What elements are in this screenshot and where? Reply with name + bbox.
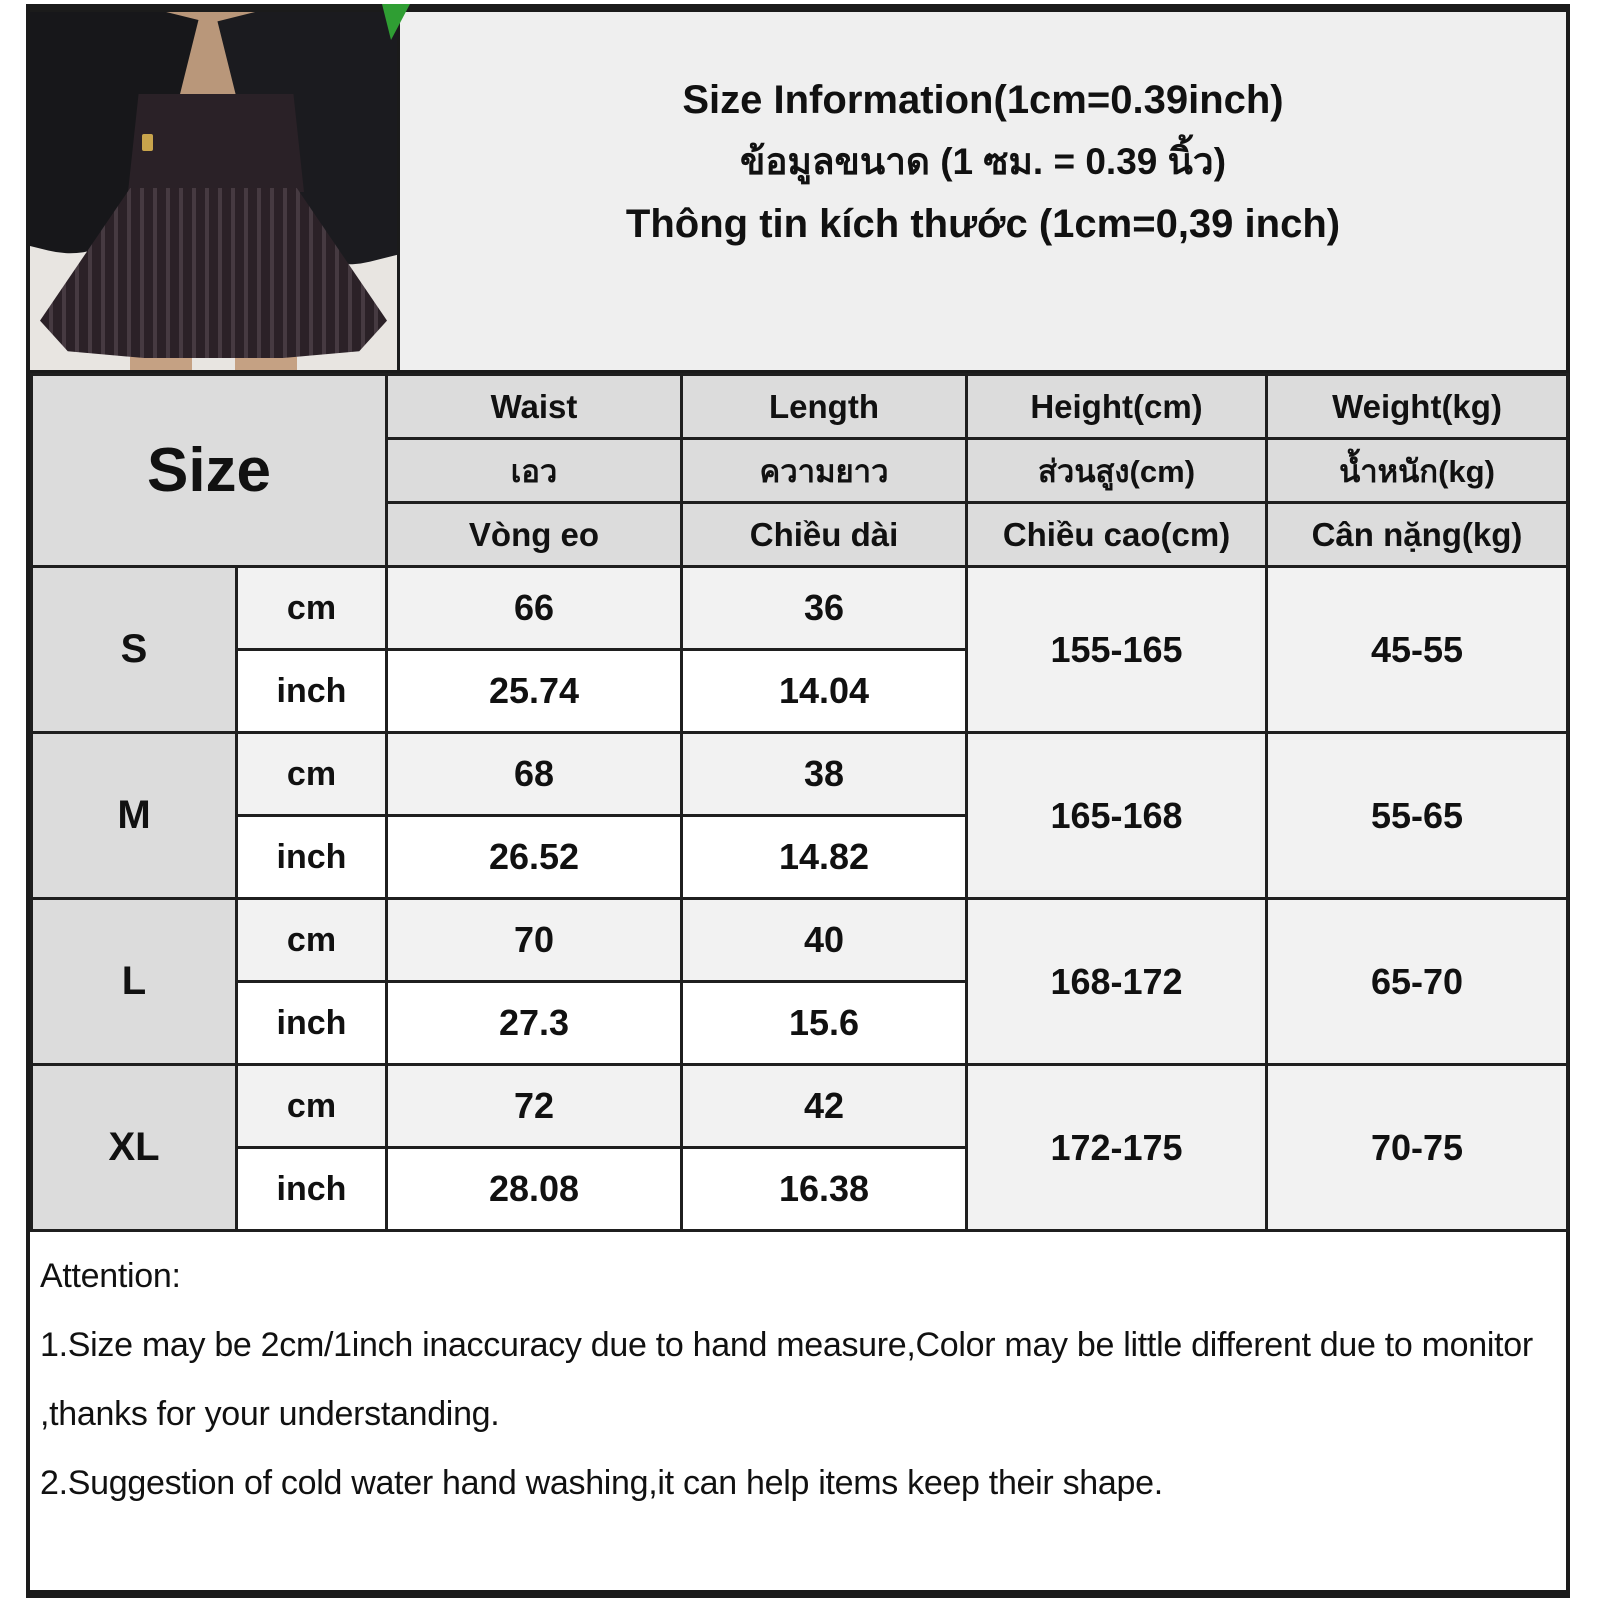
col-header-waist-en: Waist (385, 373, 683, 440)
header-line-english: Size Information(1cm=0.39inch) (682, 78, 1284, 122)
product-photo (30, 12, 400, 370)
skirt-waistband (128, 94, 304, 192)
col-header-length-vi: Chiều dài (680, 501, 968, 568)
size-cell-s: S (30, 565, 238, 734)
col-header-weight-th: น้ำหนัก(kg) (1265, 437, 1569, 504)
length-cm-value: 42 (680, 1063, 968, 1149)
unit-label-inch: inch (235, 814, 388, 900)
unit-label-inch: inch (235, 648, 388, 734)
height-range-value: 172-175 (965, 1063, 1268, 1232)
green-corner-marker-icon (382, 4, 410, 40)
size-header-cell: Size (30, 373, 388, 568)
size-cell-l: L (30, 897, 238, 1066)
length-inch-value: 15.6 (680, 980, 968, 1066)
col-header-height-en: Height(cm) (965, 373, 1268, 440)
waist-cm-value: 72 (385, 1063, 683, 1149)
size-cell-m: M (30, 731, 238, 900)
top-banner: Size Information(1cm=0.39inch) ข้อมูลขนา… (30, 4, 1566, 373)
waist-inch-value: 27.3 (385, 980, 683, 1066)
header-line-vietnamese: Thông tin kích thước (1cm=0,39 inch) (625, 202, 1341, 246)
size-chart-sheet: Size Information(1cm=0.39inch) ข้อมูลขนา… (26, 4, 1570, 1598)
col-header-waist-vi: Vòng eo (385, 501, 683, 568)
unit-label-cm: cm (235, 731, 388, 817)
col-header-waist-th: เอว (385, 437, 683, 504)
waist-inch-value: 28.08 (385, 1146, 683, 1232)
unit-label-cm: cm (235, 897, 388, 983)
col-header-weight-vi: Cân nặng(kg) (1265, 501, 1569, 568)
waist-cm-value: 68 (385, 731, 683, 817)
col-header-weight-en: Weight(kg) (1265, 373, 1569, 440)
length-inch-value: 14.04 (680, 648, 968, 734)
col-header-length-th: ความยาว (680, 437, 968, 504)
waist-cm-value: 70 (385, 897, 683, 983)
attention-note-1: 1.Size may be 2cm/1inch inaccuracy due t… (40, 1326, 1533, 1433)
height-range-value: 165-168 (965, 731, 1268, 900)
waist-cm-value: 66 (385, 565, 683, 651)
col-header-height-vi: Chiều cao(cm) (965, 501, 1268, 568)
header-line-thai: ข้อมูลขนาด (1 ซม. = 0.39 นิ้ว) (739, 141, 1227, 182)
weight-range-value: 65-70 (1265, 897, 1569, 1066)
unit-label-inch: inch (235, 1146, 388, 1232)
col-header-length-en: Length (680, 373, 968, 440)
size-table: Size Waist Length Height(cm) Weight(kg) … (30, 373, 1569, 1232)
weight-range-value: 70-75 (1265, 1063, 1569, 1232)
weight-range-value: 55-65 (1265, 731, 1569, 900)
size-cell-xl: XL (30, 1063, 238, 1232)
col-header-height-th: ส่วนสูง(cm) (965, 437, 1268, 504)
unit-label-inch: inch (235, 980, 388, 1066)
attention-note-2: 2.Suggestion of cold water hand washing,… (40, 1464, 1163, 1502)
length-cm-value: 36 (680, 565, 968, 651)
length-cm-value: 40 (680, 897, 968, 983)
waist-inch-value: 25.74 (385, 648, 683, 734)
size-information-header: Size Information(1cm=0.39inch) ข้อมูลขนา… (400, 12, 1566, 370)
weight-range-value: 45-55 (1265, 565, 1569, 734)
length-cm-value: 38 (680, 731, 968, 817)
gold-button (142, 134, 153, 151)
length-inch-value: 14.82 (680, 814, 968, 900)
unit-label-cm: cm (235, 565, 388, 651)
waist-inch-value: 26.52 (385, 814, 683, 900)
attention-title: Attention: (40, 1257, 181, 1295)
unit-label-cm: cm (235, 1063, 388, 1149)
height-range-value: 168-172 (965, 897, 1268, 1066)
length-inch-value: 16.38 (680, 1146, 968, 1232)
height-range-value: 155-165 (965, 565, 1268, 734)
attention-section: Attention: 1.Size may be 2cm/1inch inacc… (30, 1232, 1566, 1590)
